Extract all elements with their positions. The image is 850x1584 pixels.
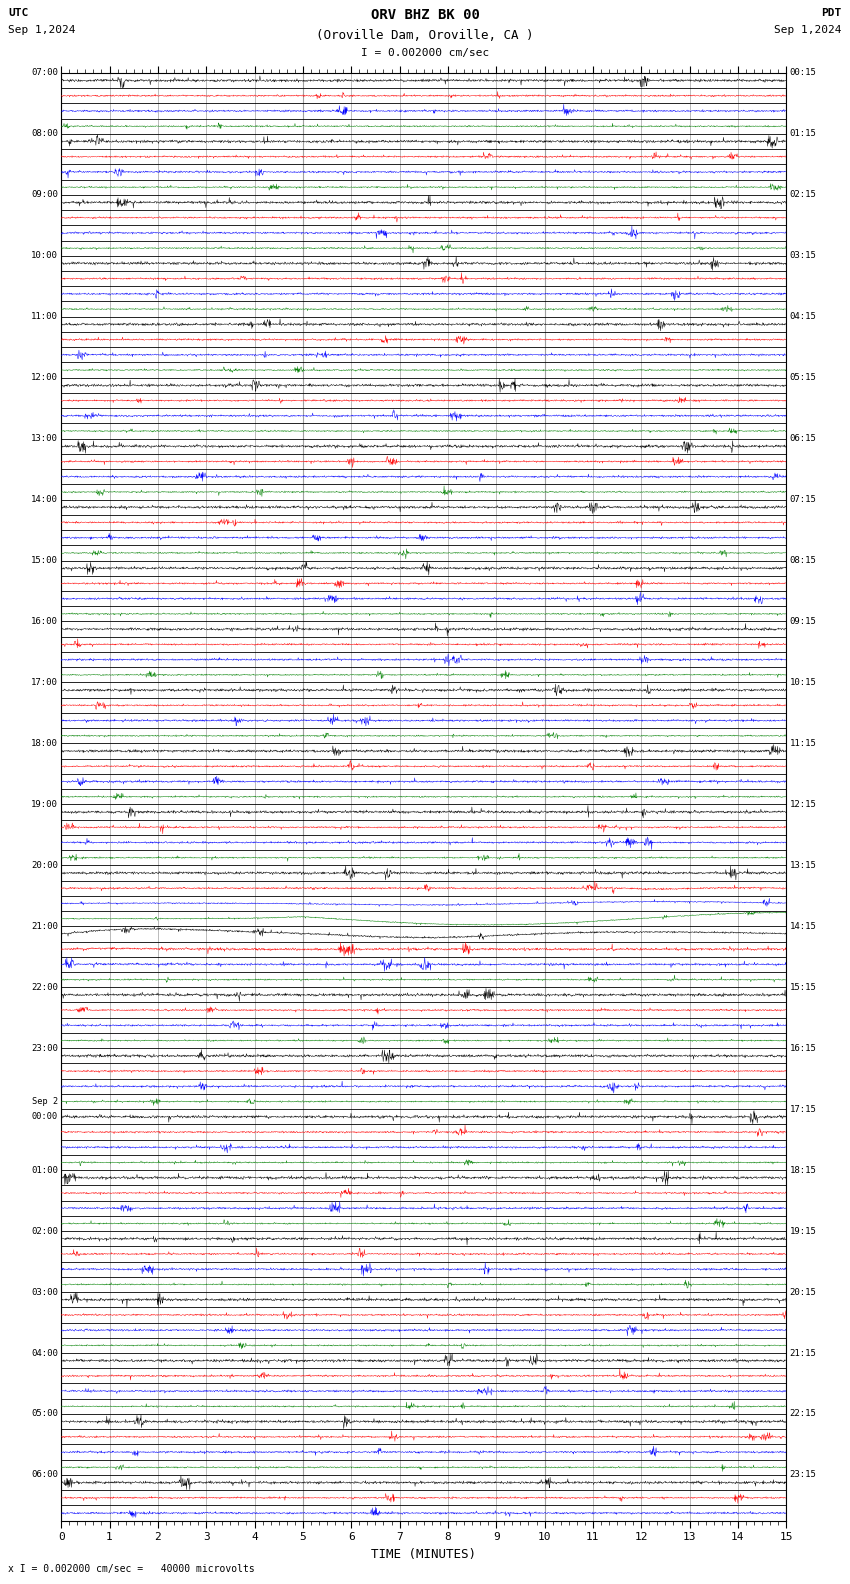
Text: 14:00: 14:00 — [31, 496, 58, 504]
Text: 09:15: 09:15 — [790, 618, 817, 626]
Text: 01:00: 01:00 — [31, 1166, 58, 1175]
Text: 20:15: 20:15 — [790, 1288, 817, 1297]
Text: 06:15: 06:15 — [790, 434, 817, 444]
Text: 21:15: 21:15 — [790, 1348, 817, 1357]
Text: 00:00: 00:00 — [31, 1112, 58, 1121]
Text: 22:00: 22:00 — [31, 982, 58, 992]
X-axis label: TIME (MINUTES): TIME (MINUTES) — [371, 1548, 476, 1560]
Text: 14:15: 14:15 — [790, 922, 817, 931]
Text: 23:15: 23:15 — [790, 1470, 817, 1479]
Text: 03:15: 03:15 — [790, 252, 817, 260]
Text: I = 0.002000 cm/sec: I = 0.002000 cm/sec — [361, 48, 489, 57]
Text: 13:00: 13:00 — [31, 434, 58, 444]
Text: 20:00: 20:00 — [31, 860, 58, 870]
Text: 17:15: 17:15 — [790, 1104, 817, 1114]
Text: 10:00: 10:00 — [31, 252, 58, 260]
Text: 21:00: 21:00 — [31, 922, 58, 931]
Text: 12:00: 12:00 — [31, 374, 58, 382]
Text: 08:00: 08:00 — [31, 130, 58, 138]
Text: 02:00: 02:00 — [31, 1226, 58, 1236]
Text: 05:15: 05:15 — [790, 374, 817, 382]
Text: Sep 2: Sep 2 — [31, 1098, 58, 1106]
Text: Sep 1,2024: Sep 1,2024 — [8, 25, 76, 35]
Text: 22:15: 22:15 — [790, 1410, 817, 1418]
Text: 04:00: 04:00 — [31, 1348, 58, 1357]
Text: ORV BHZ BK 00: ORV BHZ BK 00 — [371, 8, 479, 22]
Text: 06:00: 06:00 — [31, 1470, 58, 1479]
Text: 11:00: 11:00 — [31, 312, 58, 322]
Text: PDT: PDT — [821, 8, 842, 17]
Text: 15:00: 15:00 — [31, 556, 58, 565]
Text: 19:00: 19:00 — [31, 800, 58, 809]
Text: UTC: UTC — [8, 8, 29, 17]
Text: 12:15: 12:15 — [790, 800, 817, 809]
Text: 19:15: 19:15 — [790, 1226, 817, 1236]
Text: 05:00: 05:00 — [31, 1410, 58, 1418]
Text: 13:15: 13:15 — [790, 860, 817, 870]
Text: x I = 0.002000 cm/sec =   40000 microvolts: x I = 0.002000 cm/sec = 40000 microvolts — [8, 1565, 255, 1574]
Text: (Oroville Dam, Oroville, CA ): (Oroville Dam, Oroville, CA ) — [316, 29, 534, 41]
Text: 07:15: 07:15 — [790, 496, 817, 504]
Text: 17:00: 17:00 — [31, 678, 58, 687]
Text: 03:00: 03:00 — [31, 1288, 58, 1297]
Text: Sep 1,2024: Sep 1,2024 — [774, 25, 842, 35]
Text: 16:00: 16:00 — [31, 618, 58, 626]
Text: 23:00: 23:00 — [31, 1044, 58, 1053]
Text: 07:00: 07:00 — [31, 68, 58, 78]
Text: 09:00: 09:00 — [31, 190, 58, 200]
Text: 08:15: 08:15 — [790, 556, 817, 565]
Text: 02:15: 02:15 — [790, 190, 817, 200]
Text: 00:15: 00:15 — [790, 68, 817, 78]
Text: 18:00: 18:00 — [31, 738, 58, 748]
Text: 10:15: 10:15 — [790, 678, 817, 687]
Text: 01:15: 01:15 — [790, 130, 817, 138]
Text: 11:15: 11:15 — [790, 738, 817, 748]
Text: 16:15: 16:15 — [790, 1044, 817, 1053]
Text: 15:15: 15:15 — [790, 982, 817, 992]
Text: 04:15: 04:15 — [790, 312, 817, 322]
Text: 18:15: 18:15 — [790, 1166, 817, 1175]
